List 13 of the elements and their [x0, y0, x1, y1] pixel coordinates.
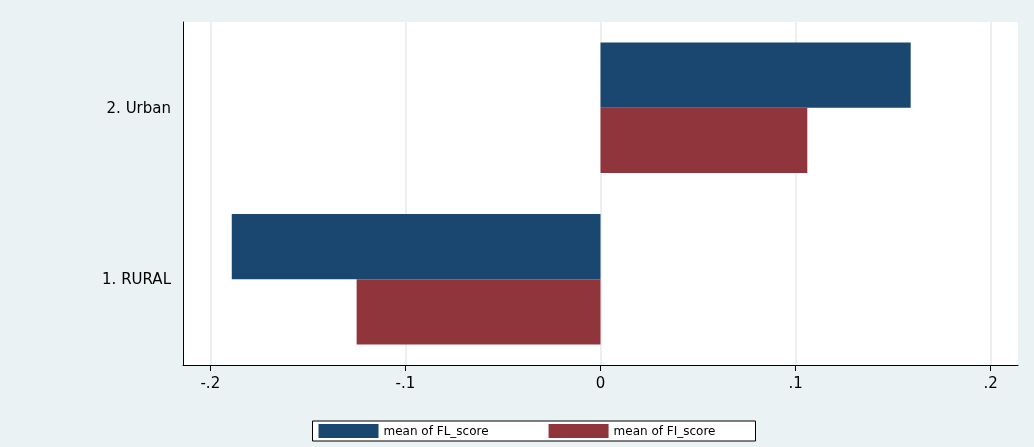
x-tick-label: .1 — [788, 373, 803, 392]
bar — [231, 214, 601, 280]
bar — [600, 42, 911, 108]
legend-label: mean of FL_score — [383, 424, 489, 438]
legend-label: mean of FI_score — [613, 424, 716, 438]
x-tick-label: -.1 — [395, 373, 416, 392]
x-tick-label: .2 — [983, 373, 998, 392]
bar — [356, 279, 601, 345]
x-tick-label: -.2 — [200, 373, 221, 392]
y-tick-label: 1. RURAL — [102, 270, 172, 289]
y-tick-label: 2. Urban — [106, 98, 171, 117]
bar — [600, 107, 808, 173]
x-tick-label: 0 — [595, 373, 606, 392]
